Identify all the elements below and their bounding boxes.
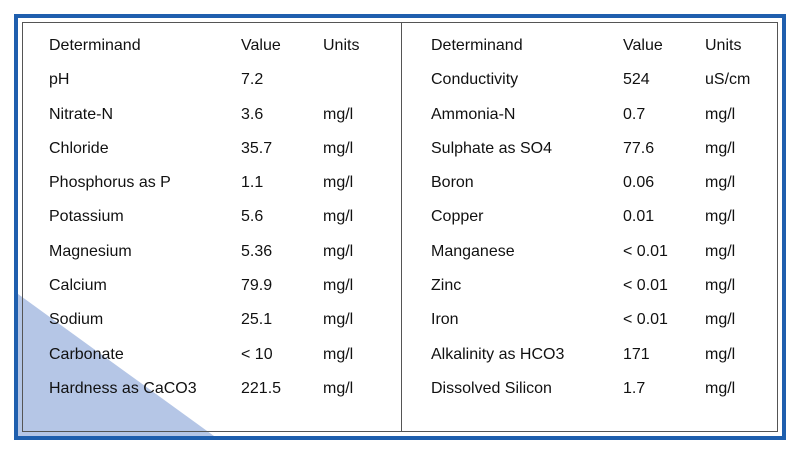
determinand-cell: Alkalinity as HCO3 xyxy=(431,345,565,363)
determinand-cell: Phosphorus as P xyxy=(49,174,171,192)
units-cell: mg/l xyxy=(323,105,354,123)
determinand-cell: Magnesium xyxy=(49,242,132,260)
units-cell: mg/l xyxy=(705,174,736,192)
determinand-cell: Carbonate xyxy=(49,345,124,363)
determinand-cell: Conductivity xyxy=(431,71,519,89)
value-cell: 35.7 xyxy=(241,139,273,157)
value-cell: 3.6 xyxy=(241,105,264,123)
value-cell: < 10 xyxy=(241,345,273,363)
units-cell: mg/l xyxy=(705,242,736,260)
value-cell: 25.1 xyxy=(241,311,273,329)
determinand-cell: Manganese xyxy=(431,242,515,260)
units-cell: mg/l xyxy=(705,139,736,157)
value-cell: 0.06 xyxy=(623,174,655,192)
header-determinand: Determinand xyxy=(431,37,523,54)
value-cell: < 0.01 xyxy=(623,311,668,329)
value-cell: 1.1 xyxy=(241,174,264,192)
table-inner-border: Determinand Value Units pH 7.2 Nitrate-N 3.… xyxy=(22,22,778,432)
value-cell: 0.01 xyxy=(623,208,655,226)
value-cell: 5.36 xyxy=(241,242,273,260)
header-determinand: Determinand xyxy=(49,37,141,54)
determinand-cell: Hardness as CaCO3 xyxy=(49,379,197,397)
value-cell: 524 xyxy=(623,71,650,89)
determinand-cell: Sulphate as SO4 xyxy=(431,139,552,157)
units-cell: mg/l xyxy=(323,311,354,329)
value-cell: 221.5 xyxy=(241,379,282,397)
units-cell: mg/l xyxy=(323,345,354,363)
header-units: Units xyxy=(705,37,742,54)
header-value: Value xyxy=(623,37,663,54)
determinand-cell: Nitrate-N xyxy=(49,105,114,123)
determinand-cell: Ammonia-N xyxy=(431,105,516,123)
determinand-cell: Copper xyxy=(431,208,484,226)
units-cell: mg/l xyxy=(705,105,736,123)
header-value: Value xyxy=(241,37,281,54)
units-cell: mg/l xyxy=(323,174,354,192)
table-frame: Determinand Value Units pH 7.2 Nitrate-N 3.… xyxy=(14,14,786,440)
units-cell: mg/l xyxy=(323,208,354,226)
header-units: Units xyxy=(323,37,360,54)
units-cell: uS/cm xyxy=(705,71,751,89)
units-cell: mg/l xyxy=(705,208,736,226)
value-cell: 0.7 xyxy=(623,105,646,123)
determinand-cell: Iron xyxy=(431,311,459,329)
value-cell: 77.6 xyxy=(623,139,655,157)
determinand-cell: Chloride xyxy=(49,139,109,157)
units-cell: mg/l xyxy=(705,379,736,397)
determinand-cell: Sodium xyxy=(49,311,104,329)
value-cell: < 0.01 xyxy=(623,242,668,260)
column-divider xyxy=(401,23,402,431)
units-cell: mg/l xyxy=(705,345,736,363)
units-cell: mg/l xyxy=(323,379,354,397)
determinand-cell: Boron xyxy=(431,174,474,192)
determinand-cell: Dissolved Silicon xyxy=(431,379,552,397)
value-cell: 7.2 xyxy=(241,71,264,89)
units-cell: mg/l xyxy=(323,242,354,260)
value-cell: 1.7 xyxy=(623,379,646,397)
value-cell: < 0.01 xyxy=(623,277,668,295)
units-cell: mg/l xyxy=(705,311,736,329)
units-cell: mg/l xyxy=(323,139,354,157)
determinand-cell: Calcium xyxy=(49,277,107,295)
units-cell: mg/l xyxy=(323,277,354,295)
value-cell: 79.9 xyxy=(241,277,273,295)
determinand-cell: pH xyxy=(49,71,70,89)
value-cell: 171 xyxy=(623,345,650,363)
determinand-cell: Zinc xyxy=(431,277,462,295)
determinand-cell: Potassium xyxy=(49,208,124,226)
units-cell: mg/l xyxy=(705,277,736,295)
value-cell: 5.6 xyxy=(241,208,264,226)
